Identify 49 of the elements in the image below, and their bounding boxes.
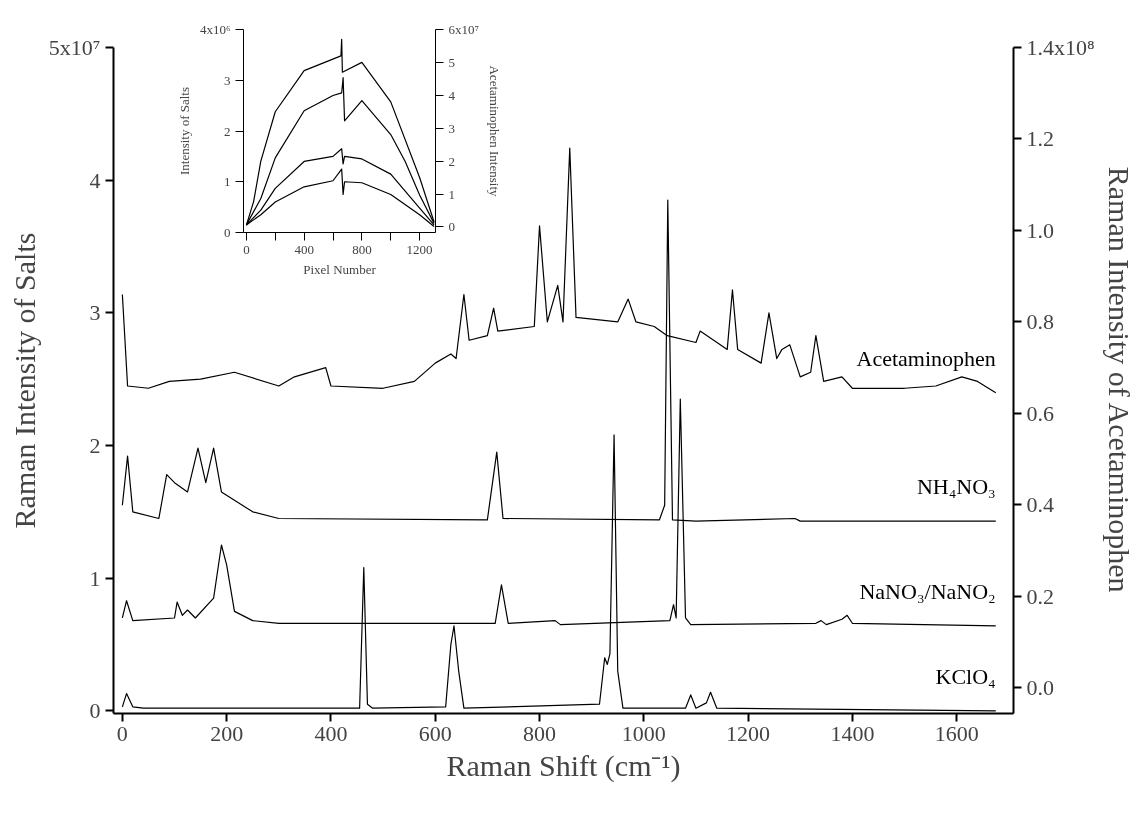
y-axis-title: Raman Intensity of Salts — [7, 232, 41, 529]
y-tick-label: 1 — [224, 174, 231, 190]
y2-tick-label: 0.4 — [1026, 492, 1054, 518]
y2-tick-label: 0.6 — [1026, 400, 1054, 426]
series-label: KClO₄ — [935, 663, 996, 689]
series-label: NaNO₃/NaNO₂ — [859, 578, 996, 604]
x-axis-title: Raman Shift (cm⁻¹) — [446, 748, 681, 783]
y-tick-label: 4 — [89, 167, 101, 193]
x-tick-label: 400 — [294, 241, 314, 257]
x-tick-label: 400 — [314, 720, 348, 746]
y2-tick-label: 1 — [448, 186, 455, 202]
x-tick-label: 1200 — [726, 720, 771, 746]
x-tick-label: 200 — [210, 720, 244, 746]
y2-tick-label: 2 — [448, 153, 455, 169]
y2-tick-label: 5 — [448, 54, 455, 70]
y2-tick-label: 0 — [448, 219, 455, 235]
y-tick-label: 2 — [224, 123, 231, 139]
x-tick-label: 1200 — [406, 241, 433, 257]
y-tick-label: 0 — [224, 225, 231, 240]
y2-tick-label: 1.0 — [1026, 217, 1054, 243]
text: 6x10⁷ — [448, 22, 480, 37]
y2-tick-label: 0.0 — [1026, 675, 1054, 701]
text: 4x10⁶ — [199, 22, 231, 37]
y2-axis-title: Acetaminophen Intensity — [487, 65, 503, 198]
x-tick-label: 0 — [116, 720, 128, 746]
x-tick-label: 800 — [523, 720, 557, 746]
y2-tick-label: 1.2 — [1026, 126, 1054, 152]
y2-tick-label: 0.8 — [1026, 309, 1054, 335]
series-label: NH₄NO₃ — [916, 474, 996, 500]
x-tick-label: 1000 — [621, 720, 666, 746]
y2-tick-label: 4 — [448, 87, 456, 103]
text: 5x10⁷ — [48, 35, 101, 60]
y-tick-label: 3 — [224, 72, 231, 88]
x-tick-label: 600 — [418, 720, 452, 746]
x-tick-label: 1400 — [830, 720, 875, 746]
y-tick-label: 1 — [89, 565, 101, 591]
y2-tick-label: 0.2 — [1026, 583, 1054, 609]
series-label: Acetaminophen — [856, 345, 996, 371]
x-tick-label: 800 — [352, 241, 372, 257]
y2-tick-label: 3 — [448, 120, 455, 136]
x-axis-title: Pixel Number — [303, 261, 377, 277]
x-tick-label: 0 — [243, 241, 250, 257]
y2-axis-title: Raman Intensity of Acetaminophen — [1102, 166, 1136, 593]
y-tick-label: 2 — [89, 433, 101, 459]
y-axis-title: Intensity of Salts — [176, 86, 192, 176]
x-tick-label: 1600 — [934, 720, 979, 746]
text: 1.4x10⁸ — [1026, 35, 1095, 60]
y-tick-label: 0 — [89, 698, 101, 724]
y-tick-label: 3 — [89, 300, 101, 326]
